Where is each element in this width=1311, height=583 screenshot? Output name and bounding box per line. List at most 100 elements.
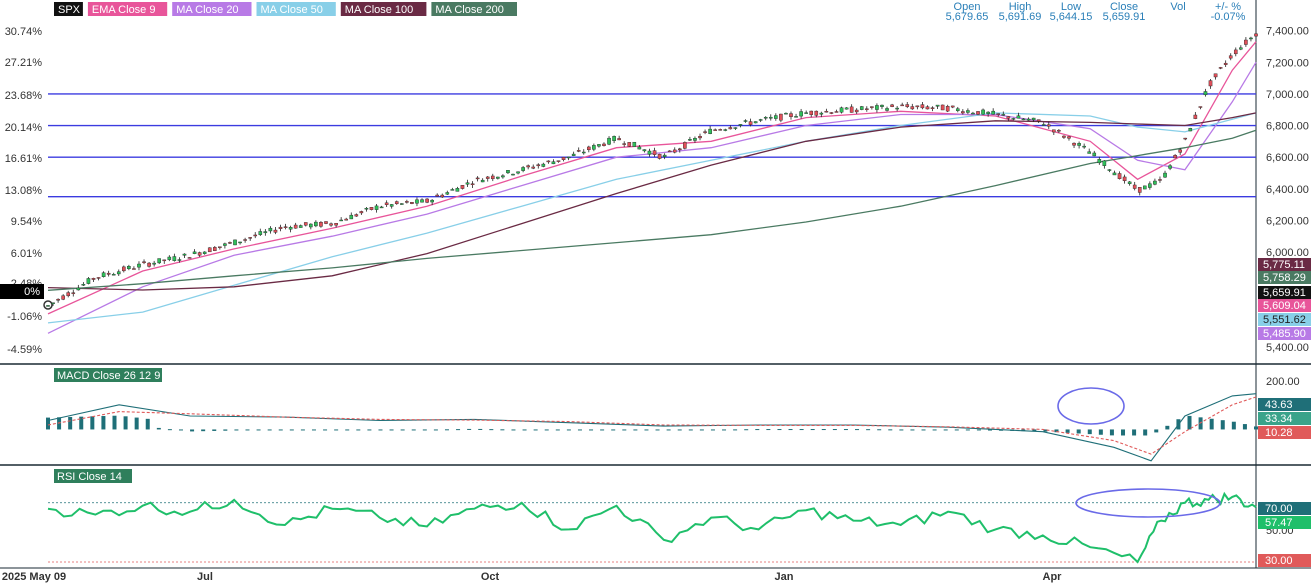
candle xyxy=(955,108,960,111)
candle xyxy=(238,241,242,244)
macd-histogram-bar xyxy=(932,429,937,431)
macd-histogram-bar xyxy=(300,429,305,431)
macd-histogram-bar xyxy=(456,429,461,431)
rsi-value-tag xyxy=(1258,516,1311,529)
candle xyxy=(870,106,874,108)
candle xyxy=(799,111,803,117)
drag-handle-icon[interactable] xyxy=(43,300,53,310)
candle xyxy=(81,284,86,286)
macd-histogram-bar xyxy=(400,429,405,431)
price-axis-tick: 6,200.00 xyxy=(1266,215,1309,227)
candle xyxy=(1148,183,1152,188)
candle xyxy=(915,105,920,108)
candle xyxy=(723,129,728,131)
candle xyxy=(506,170,510,174)
candle xyxy=(516,171,520,174)
macd-histogram-bar xyxy=(201,429,206,432)
candle xyxy=(531,166,536,169)
candle xyxy=(309,223,313,228)
quote-header: Close xyxy=(1110,1,1138,13)
percent-axis-tick: 9.54% xyxy=(11,216,42,228)
macd-histogram-bar xyxy=(90,416,95,430)
macd-histogram-bar xyxy=(733,429,738,431)
candle xyxy=(743,120,748,122)
macd-histogram-bar xyxy=(555,429,560,431)
candle xyxy=(930,107,935,109)
candle xyxy=(1046,124,1051,127)
candle xyxy=(1036,119,1041,122)
candle xyxy=(900,104,904,107)
quote-value: 5,644.15 xyxy=(1050,11,1093,23)
candle xyxy=(425,198,429,203)
candle xyxy=(662,154,667,157)
macd-histogram-bar xyxy=(1043,429,1048,432)
macd-histogram-bar xyxy=(866,429,871,431)
candle xyxy=(389,204,394,207)
candle xyxy=(147,262,151,267)
price-value-tag-text: 5,659.91 xyxy=(1263,287,1306,299)
candle xyxy=(374,205,379,210)
candle xyxy=(698,136,702,139)
macd-histogram-bar xyxy=(345,429,350,431)
macd-histogram-bar xyxy=(799,429,804,431)
candle xyxy=(379,206,384,209)
candle xyxy=(288,226,293,230)
macd-histogram-bar xyxy=(245,429,250,431)
candle xyxy=(56,298,60,301)
candle xyxy=(541,163,546,167)
highlight-ellipse xyxy=(1057,387,1125,425)
candle xyxy=(1233,49,1238,55)
price-value-tag xyxy=(1258,271,1311,284)
candle xyxy=(556,160,561,162)
candle xyxy=(71,292,76,294)
candle xyxy=(844,107,849,110)
macd-histogram-bar xyxy=(1254,426,1258,430)
price-axis-tick: 7,200.00 xyxy=(1266,57,1309,69)
rsi-value-tag-text: 57.47 xyxy=(1265,517,1293,529)
candle xyxy=(162,259,167,262)
candle xyxy=(1127,181,1132,184)
macd-histogram-bar xyxy=(1065,429,1070,433)
quote-header: Vol xyxy=(1170,1,1185,13)
legend-chip xyxy=(54,2,83,16)
macd-histogram-bar xyxy=(1220,420,1225,430)
macd-histogram-bar xyxy=(256,429,261,431)
candle xyxy=(197,252,202,256)
macd-histogram-bar xyxy=(577,429,582,431)
legend-chip xyxy=(172,2,252,16)
candle xyxy=(602,143,606,146)
price-value-tag xyxy=(1258,327,1311,340)
macd-value-tag xyxy=(1258,412,1311,425)
candle xyxy=(672,149,677,153)
macd-histogram-bar xyxy=(79,416,84,430)
macd-histogram-bar xyxy=(278,429,283,431)
candle xyxy=(435,194,439,197)
macd-histogram-bar xyxy=(511,429,516,431)
price-axis-tick: 5,400.00 xyxy=(1266,342,1309,354)
macd-histogram-bar xyxy=(522,429,527,431)
candle xyxy=(1026,118,1031,121)
candle xyxy=(693,138,697,141)
candle xyxy=(243,239,247,241)
candle xyxy=(1011,118,1016,120)
price-value-tag-text: 5,758.29 xyxy=(1263,272,1306,284)
rsi-title: RSI Close 14 xyxy=(57,471,122,483)
candle xyxy=(966,110,970,113)
legend-label: MA Close 200 xyxy=(435,4,503,16)
candle xyxy=(910,106,915,110)
candle xyxy=(1001,114,1006,116)
candle xyxy=(485,176,490,179)
legend-chip xyxy=(431,2,517,16)
candle xyxy=(677,148,682,151)
macd-histogram-bar xyxy=(533,429,538,431)
price-value-tag xyxy=(1258,299,1311,312)
candle xyxy=(76,287,81,291)
candle xyxy=(657,153,662,159)
percent-axis-tick: 27.21% xyxy=(5,57,43,69)
macd-histogram-bar xyxy=(1121,429,1126,436)
macd-histogram-bar xyxy=(1132,429,1137,436)
macd-histogram-bar xyxy=(444,429,449,431)
candle xyxy=(950,105,955,108)
macd-histogram-bar xyxy=(755,429,760,431)
